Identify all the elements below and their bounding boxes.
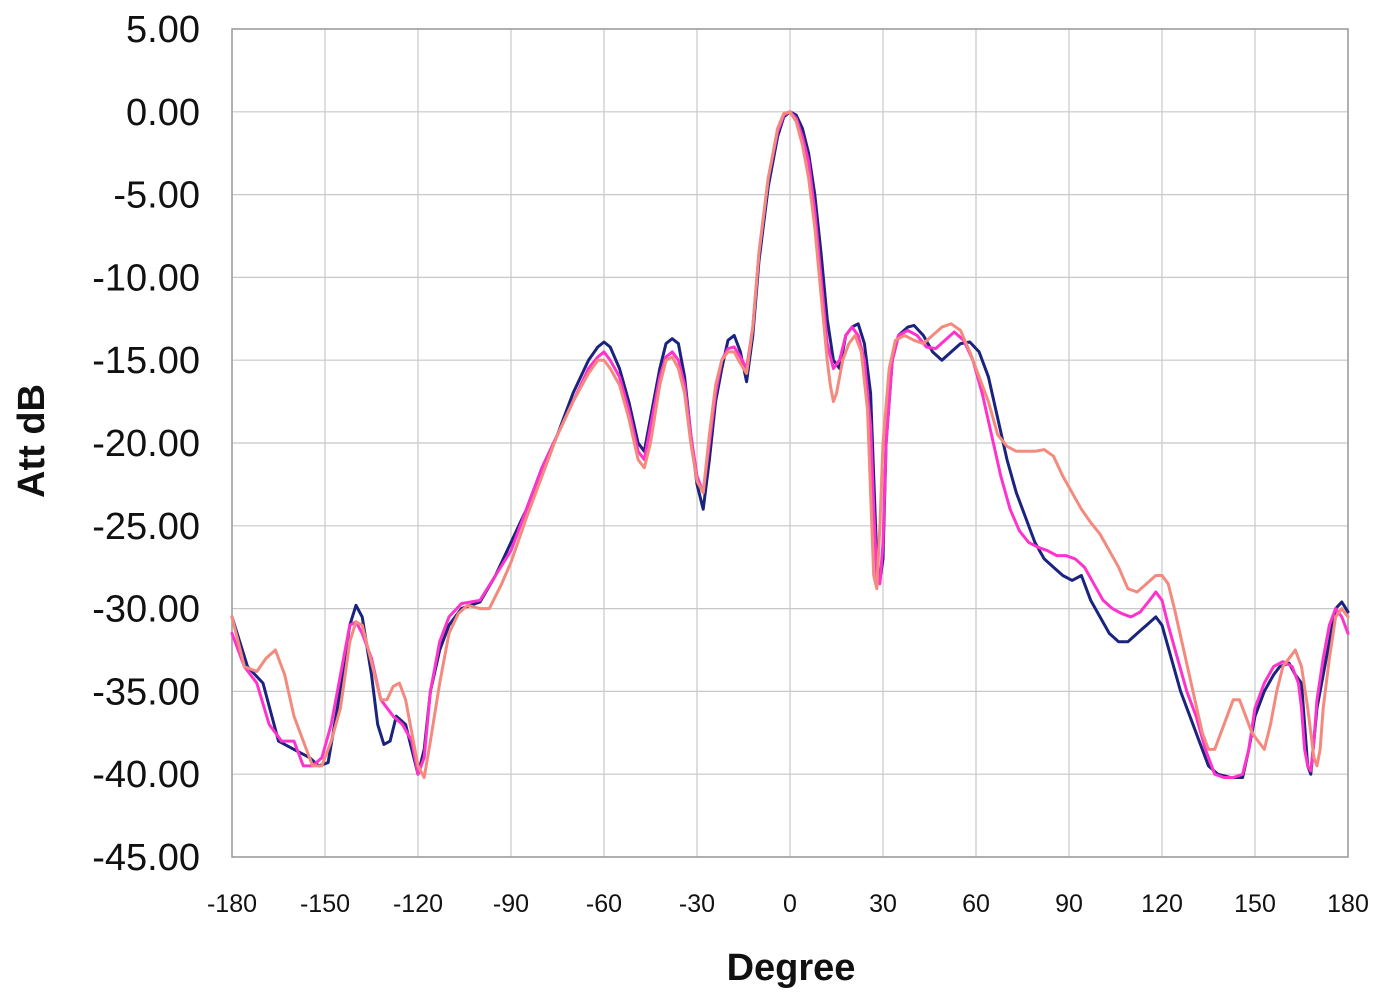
x-tick-label: 120 (1141, 890, 1183, 918)
x-tick-label: -60 (586, 890, 622, 918)
y-tick-label: -45.00 (92, 837, 200, 879)
x-axis-label: Degree (727, 947, 856, 989)
series-layer (230, 110, 1350, 779)
y-tick-label: -40.00 (92, 754, 200, 796)
series-line-2 (230, 110, 1350, 779)
x-tick-label: 150 (1234, 890, 1276, 918)
y-axis-ticks: 5.00 0.00 -5.00 -10.00 -15.00 -20.00 -25.00 -30… (92, 9, 200, 879)
x-tick-label: -150 (300, 890, 350, 918)
grid (231, 28, 1349, 858)
x-tick-label: -90 (493, 890, 529, 918)
x-tick-label: -120 (393, 890, 443, 918)
x-tick-label: 180 (1327, 890, 1369, 918)
y-axis-label: Att dB (11, 384, 53, 498)
x-tick-label: -30 (679, 890, 715, 918)
x-tick-label: 60 (962, 890, 990, 918)
y-tick-label: 5.00 (126, 9, 200, 51)
x-tick-label: 90 (1055, 890, 1083, 918)
plot-area-frame (231, 28, 1349, 858)
y-tick-label: -25.00 (92, 506, 200, 548)
y-tick-label: -20.00 (92, 423, 200, 465)
y-tick-label: -5.00 (113, 175, 200, 217)
series-line-1 (230, 110, 1350, 779)
x-axis-ticks: -180 -150 -120 -90 -60 -30 0 30 60 90 120 150 180 (207, 890, 1369, 918)
x-tick-label: -180 (207, 890, 257, 918)
y-tick-label: -15.00 (92, 340, 200, 382)
y-tick-label: 0.00 (126, 92, 200, 134)
y-tick-label: -30.00 (92, 589, 200, 631)
x-tick-label: 0 (783, 890, 797, 918)
series-line-3 (230, 110, 1350, 779)
y-tick-label: -35.00 (92, 671, 200, 713)
x-tick-label: 30 (869, 890, 897, 918)
y-tick-label: -10.00 (92, 257, 200, 299)
